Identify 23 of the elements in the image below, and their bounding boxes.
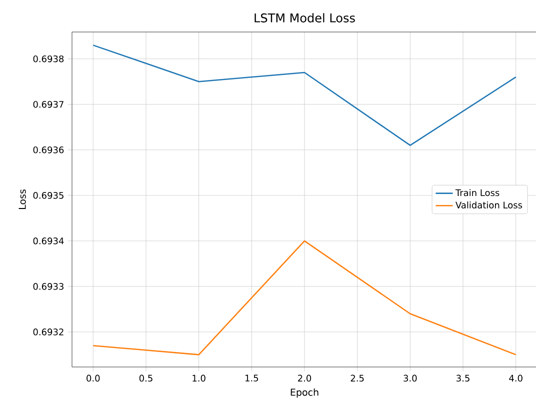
x-tick-label: 1.0 [192,374,206,382]
x-tick-label: 0.0 [86,374,100,382]
x-tick-label: 2.5 [350,374,364,382]
line-series [92,240,517,356]
legend-label: Validation Loss [456,201,522,208]
x-tick-label: 0.5 [139,374,152,382]
x-tick-label: 4.0 [509,374,522,382]
x-tick-label: 3.5 [456,374,470,382]
y-tick-label: 0.6937 [33,100,64,108]
y-tick-label: 0.6934 [33,238,64,244]
chart-title: LSTM Model Loss [254,13,355,22]
line-series [92,44,517,146]
y-tick-label: 0.6933 [33,283,64,290]
y-tick-label: 0.6932 [33,328,64,336]
x-tick-label: 3.0 [404,374,417,382]
y-tick-label: 0.6935 [33,192,64,199]
legend-label: Train Loss [455,189,500,196]
x-tick-label: 1.5 [245,374,258,382]
x-tick-label: 2.0 [298,374,312,382]
x-axis-title: Epoch [290,388,318,398]
y-axis-title: Loss [18,190,26,209]
y-tick-label: 0.6938 [33,55,64,62]
y-tick-label: 0.6936 [33,146,64,154]
